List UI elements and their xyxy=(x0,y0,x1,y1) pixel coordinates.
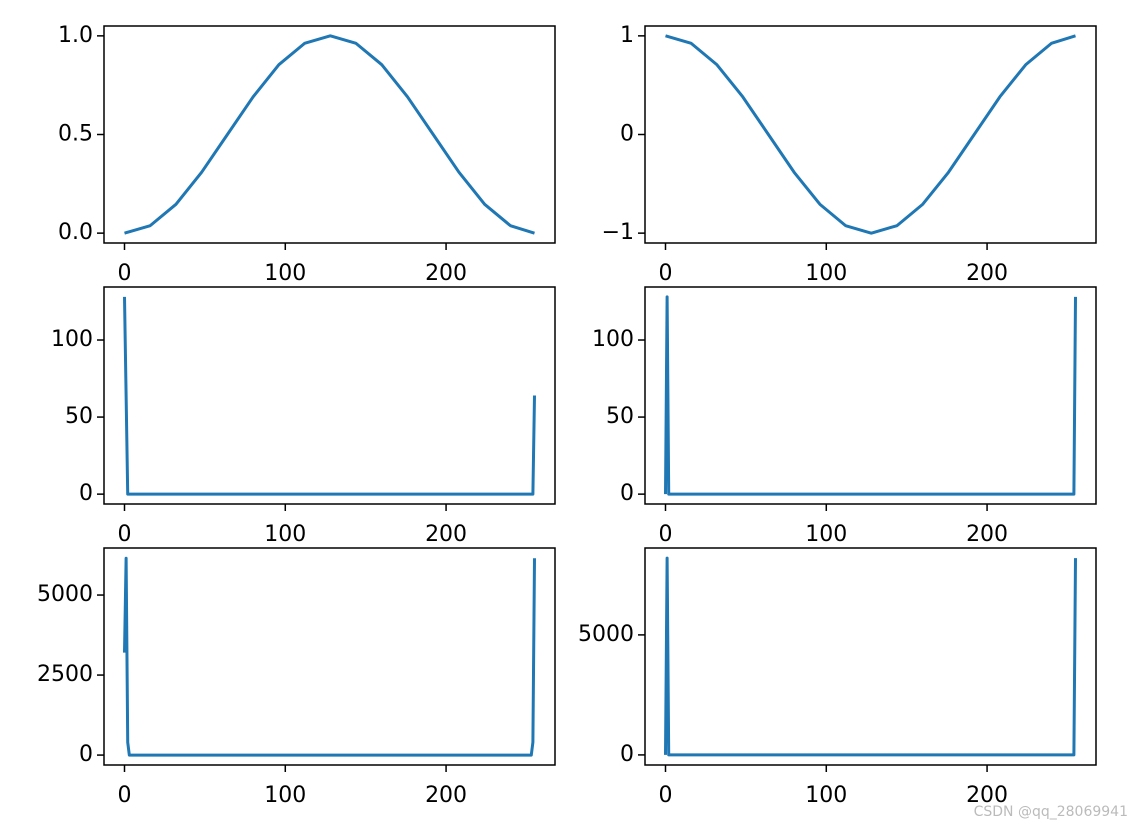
x-tick-label: 200 xyxy=(425,261,467,286)
y-tick-label: 100 xyxy=(592,327,634,352)
y-tick-label: 0 xyxy=(620,481,634,506)
axes-frame xyxy=(644,547,1097,766)
x-tick-label: 0 xyxy=(118,261,132,286)
data-line xyxy=(665,34,1076,235)
y-tick-label: 5000 xyxy=(578,622,634,647)
watermark: CSDN @qq_28069941 xyxy=(974,804,1128,820)
y-tick-label: 1.0 xyxy=(58,23,93,48)
axes-frame xyxy=(644,25,1097,244)
y-tick-label: 100 xyxy=(51,327,93,352)
y-tick-label: 0 xyxy=(79,742,93,767)
x-tick-label: 100 xyxy=(264,261,306,286)
x-tick-label: 200 xyxy=(425,783,467,808)
data-line xyxy=(664,556,1077,757)
x-tick-label: 100 xyxy=(264,522,306,547)
x-tick-label: 0 xyxy=(118,522,132,547)
y-tick-label: 5000 xyxy=(37,582,93,607)
x-tick-label: 0 xyxy=(659,261,673,286)
y-tick-label: 1 xyxy=(620,23,634,48)
axes-frame xyxy=(103,25,556,244)
data-line xyxy=(664,295,1077,496)
y-tick-label: 0 xyxy=(620,122,634,147)
data-line xyxy=(124,34,535,235)
x-tick-label: 200 xyxy=(966,783,1008,808)
axes-frame xyxy=(644,286,1097,505)
x-tick-label: 200 xyxy=(966,522,1008,547)
x-tick-label: 200 xyxy=(425,522,467,547)
x-tick-label: 0 xyxy=(659,783,673,808)
x-tick-label: 100 xyxy=(805,261,847,286)
x-tick-label: 100 xyxy=(805,522,847,547)
y-tick-label: 0.0 xyxy=(58,220,93,245)
x-tick-label: 0 xyxy=(659,522,673,547)
axes-frame xyxy=(103,286,556,505)
x-tick-label: 100 xyxy=(805,783,847,808)
y-tick-label: −1 xyxy=(602,220,634,245)
x-tick-label: 0 xyxy=(118,783,132,808)
y-tick-label: 50 xyxy=(65,404,93,429)
axes-frame xyxy=(103,547,556,766)
data-line xyxy=(123,296,536,496)
x-tick-label: 200 xyxy=(966,261,1008,286)
y-tick-label: 0 xyxy=(79,481,93,506)
data-line xyxy=(123,556,536,757)
y-tick-label: 0.5 xyxy=(58,122,93,147)
y-tick-label: 0 xyxy=(620,742,634,767)
y-tick-label: 2500 xyxy=(37,662,93,687)
y-tick-label: 50 xyxy=(606,404,634,429)
x-tick-label: 100 xyxy=(264,783,306,808)
